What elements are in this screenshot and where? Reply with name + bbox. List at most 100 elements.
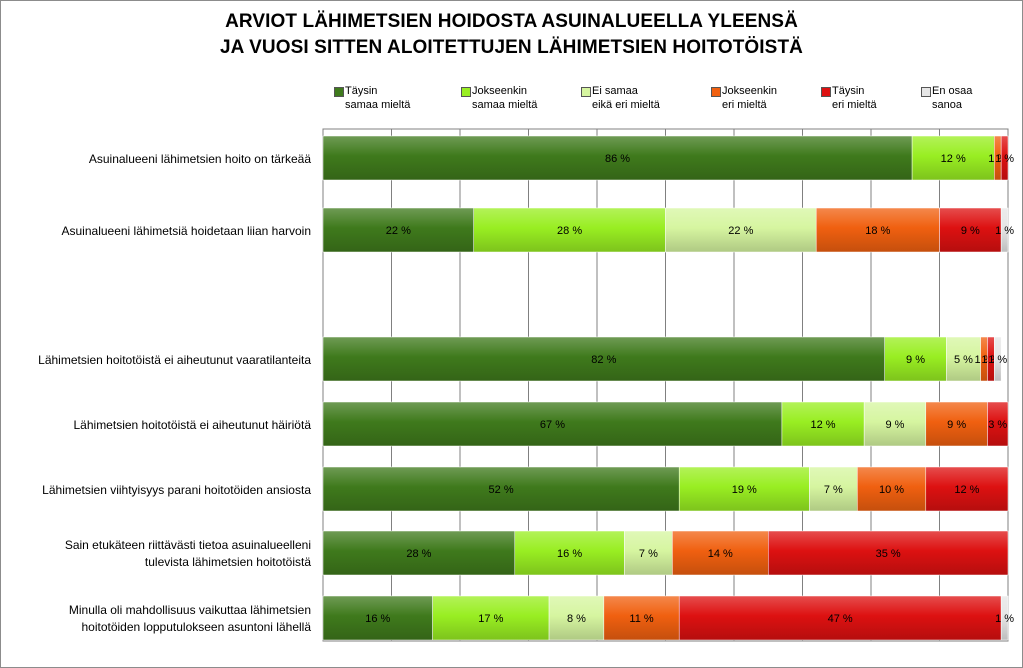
legend-label-line: sanoa: [932, 99, 962, 111]
bar-segment: [322, 466, 680, 512]
bar-segment: [1000, 135, 1009, 181]
data-label: 9 %: [961, 225, 980, 237]
category-label-line: tulevista lähimetsien hoitotöistä: [144, 555, 311, 569]
data-label: 86 %: [605, 153, 630, 165]
legend-label-line: Täysin: [345, 85, 378, 97]
data-label: 7 %: [639, 548, 658, 560]
legend-label: En osaa sanoa: [932, 84, 972, 112]
data-label: 12 %: [941, 153, 966, 165]
bar-segment: [678, 595, 1002, 641]
bar-segment: [322, 207, 474, 253]
data-label: 16 %: [557, 548, 582, 560]
legend-label-line: samaa mieltä: [345, 99, 411, 111]
bar-segment: [672, 530, 769, 576]
legend-label-line: eri mieltä: [832, 99, 877, 111]
category-label: Minulla oli mahdollisuus vaikuttaa lähim…: [69, 602, 311, 636]
data-label: 11 %: [629, 613, 653, 625]
legend-swatch: [334, 87, 344, 97]
data-label: 9 %: [906, 354, 925, 366]
bar-segment: [815, 207, 940, 253]
data-label: 5 %: [954, 354, 973, 366]
data-label: 18 %: [865, 225, 890, 237]
bar-segment: [863, 401, 927, 447]
bar-segment: [322, 595, 433, 641]
bar-segment: [322, 530, 516, 576]
bar-segment: [781, 401, 865, 447]
legend-label-line: samaa mieltä: [472, 99, 538, 111]
legend-label-line: En osaa: [932, 85, 973, 97]
bar-segment: [946, 336, 981, 382]
data-label: 47 %: [828, 613, 853, 625]
bar-segment: [994, 336, 1002, 382]
category-label: Asuinalueeni lähimetsiä hoidetaan liian …: [62, 223, 312, 240]
category-label-line: Sain etukäteen riittävästi tietoa asuina…: [64, 538, 311, 552]
data-label: 1 %: [995, 153, 1014, 165]
data-label: 1 %: [988, 354, 1007, 366]
legend-label: Ei samaa eikä eri mieltä: [592, 84, 660, 112]
legend-label-line: eri mieltä: [722, 99, 767, 111]
data-label: 9 %: [885, 419, 904, 431]
category-label-line: Asuinalueeni lähimetsiä hoidetaan liian …: [61, 223, 312, 238]
legend-label: Täysin samaa mieltä: [345, 84, 410, 112]
data-label: 14 %: [708, 548, 733, 560]
data-label: 35 %: [876, 548, 901, 560]
legend-swatch: [711, 87, 721, 97]
bar-segment: [624, 530, 673, 576]
bar-segment: [548, 595, 605, 641]
bar-segment: [322, 401, 783, 447]
category-label: Lähimetsien hoitotöistä ei aiheutunut va…: [38, 352, 311, 369]
bar-segment: [884, 336, 947, 382]
data-label: 12 %: [954, 484, 979, 496]
data-label: 3 %: [988, 419, 1007, 431]
data-label: 7 %: [824, 484, 843, 496]
data-label: 17 %: [478, 613, 503, 625]
category-label: Lähimetsien hoitotöistä ei aiheutunut hä…: [74, 417, 312, 434]
data-label: 1 %: [995, 225, 1014, 237]
category-label-line: Asuinalueeni lähimetsien hoito on tärkeä…: [88, 151, 311, 166]
legend-label-line: Jokseenkin: [472, 85, 528, 97]
bar-segment: [1000, 207, 1009, 253]
legend-label-line: eikä eri mieltä: [592, 99, 660, 111]
legend-swatch: [581, 87, 591, 97]
category-label-line: Lähimetsien viihtyisyys parani hoitotöid…: [42, 482, 311, 497]
bar-segment: [322, 135, 913, 181]
legend-label-line: Jokseenkin: [722, 85, 778, 97]
data-label: 28 %: [557, 225, 582, 237]
legend-label-line: Ei samaa: [592, 85, 638, 97]
bar-segment: [911, 135, 995, 181]
data-label: 67 %: [540, 419, 565, 431]
chart-title: ARVIOT LÄHIMETSIEN HOIDOSTA ASUINALUEELL…: [225, 11, 798, 32]
data-label: 22 %: [728, 225, 753, 237]
legend-label: Jokseenkin samaa mieltä: [472, 84, 537, 112]
category-label-line: Minulla oli mahdollisuus vaikuttaa lähim…: [68, 603, 311, 617]
category-label: Sain etukäteen riittävästi tietoa asuina…: [65, 537, 311, 571]
legend-label: Jokseenkin eri mieltä: [722, 84, 777, 112]
category-label-line: Lähimetsien hoitotöistä ei aiheutunut va…: [38, 352, 311, 367]
data-label: 16 %: [365, 613, 390, 625]
legend-swatch: [821, 87, 831, 97]
category-label: Lähimetsien viihtyisyys parani hoitotöid…: [42, 482, 311, 499]
data-label: 22 %: [386, 225, 411, 237]
bar-segment: [809, 466, 858, 512]
legend-swatch: [461, 87, 471, 97]
bar-segment: [925, 466, 1009, 512]
data-label: 9 %: [947, 419, 966, 431]
bar-segment: [1000, 595, 1009, 641]
data-label: 8 %: [567, 613, 586, 625]
legend-label-line: Täysin: [832, 85, 865, 97]
data-label: 82 %: [591, 354, 616, 366]
bar-segment: [665, 207, 817, 253]
data-label: 52 %: [489, 484, 514, 496]
category-label: Asuinalueeni lähimetsien hoito on tärkeä…: [89, 151, 311, 168]
legend-swatch: [921, 87, 931, 97]
bar-segment: [322, 336, 885, 382]
category-label-line: hoitotöiden lopputulokseen asuntoni lähe…: [81, 620, 311, 634]
data-label: 28 %: [406, 548, 431, 560]
category-label-line: Lähimetsien hoitotöistä ei aiheutunut hä…: [73, 417, 312, 432]
legend-label: Täysin eri mieltä: [832, 84, 877, 112]
chart-subtitle: JA VUOSI SITTEN ALOITETTUJEN LÄHIMETSIEN…: [220, 37, 803, 58]
data-label: 10 %: [879, 484, 904, 496]
bar-segment: [603, 595, 680, 641]
bar-segment: [768, 530, 1009, 576]
